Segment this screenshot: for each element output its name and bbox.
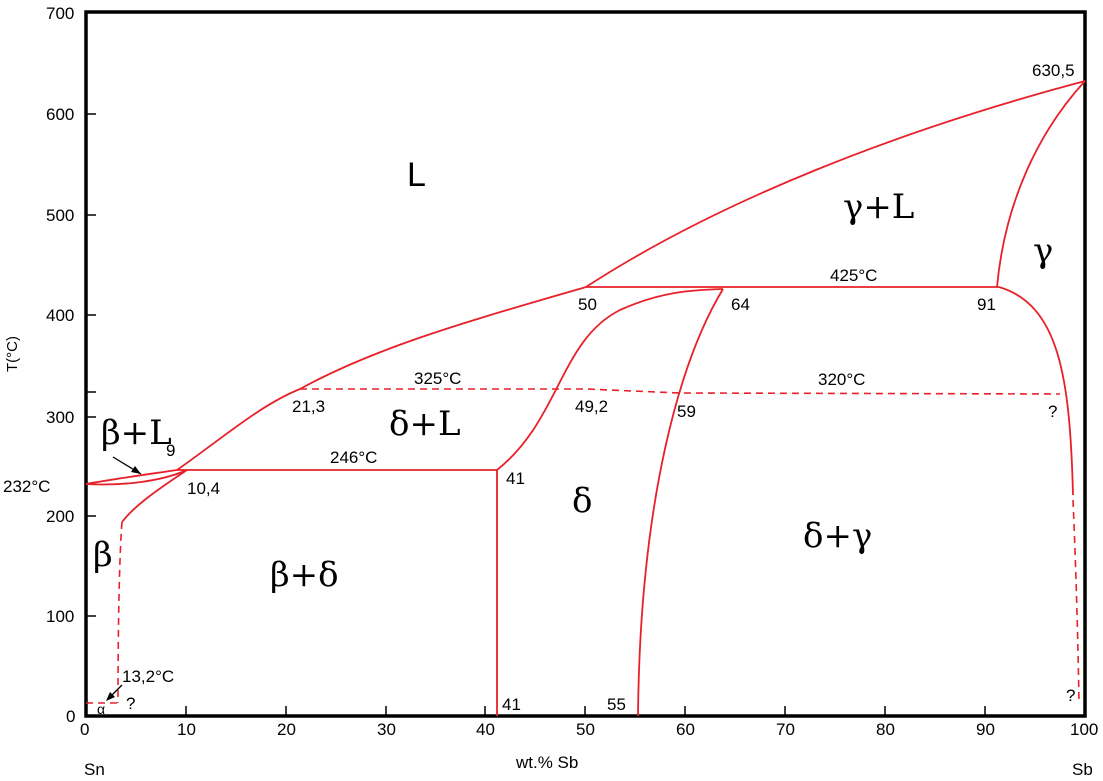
label-10: 10,4 xyxy=(187,479,220,498)
label-91: 91 xyxy=(977,295,996,314)
label-question-bottom-right: ? xyxy=(1066,686,1075,705)
phase-delta-L: δ+L xyxy=(389,404,461,444)
y-tick-0: 0 xyxy=(66,707,75,726)
y-tick-300: 300 xyxy=(46,408,74,427)
isotherm-325-320 xyxy=(300,388,1061,395)
liquidus-sn-9 xyxy=(85,469,178,485)
label-59: 59 xyxy=(677,402,696,421)
phase-boundaries xyxy=(85,80,1086,717)
x-tick-70: 70 xyxy=(776,720,795,739)
y-tick-100: 100 xyxy=(46,607,74,626)
element-sn: Sn xyxy=(84,760,105,779)
phase-gamma: γ xyxy=(1033,231,1053,271)
x-tick-80: 80 xyxy=(876,720,895,739)
gamma-solvus-dashed xyxy=(1072,499,1080,704)
phase-beta-L: β+L xyxy=(101,413,172,453)
beta-solvus-solid xyxy=(121,469,188,523)
label-41-bottom: 41 xyxy=(502,695,521,714)
x-axis-label: wt.% Sb xyxy=(515,753,578,772)
phase-gamma-L: γ+L xyxy=(843,187,914,227)
label-425: 425°C xyxy=(830,266,877,285)
arrow-head-9 xyxy=(131,466,141,474)
label-232: 232°C xyxy=(3,477,50,496)
label-question-bottom-left: ? xyxy=(126,694,135,713)
x-tick-20: 20 xyxy=(277,720,296,739)
plot-frame xyxy=(84,10,1087,718)
label-9: 9 xyxy=(166,441,175,460)
phase-beta: β xyxy=(93,535,113,575)
phase-delta: δ xyxy=(572,481,592,521)
label-630: 630,5 xyxy=(1032,61,1075,80)
arrow-head-13 xyxy=(106,692,115,701)
x-tick-60: 60 xyxy=(676,720,695,739)
label-55: 55 xyxy=(607,695,626,714)
label-13: 13,2°C xyxy=(122,667,174,686)
gamma-solidus xyxy=(996,80,1086,288)
x-axis-ticks xyxy=(185,706,986,716)
y-tick-500: 500 xyxy=(46,206,74,225)
beta-solidus xyxy=(85,469,188,486)
delta-gamma-boundary xyxy=(637,288,724,717)
label-320: 320°C xyxy=(818,370,865,389)
phase-beta-delta: β+δ xyxy=(270,555,339,595)
delta-liquidus xyxy=(496,288,724,471)
y-tick-200: 200 xyxy=(46,507,74,526)
y-axis-ticks xyxy=(86,113,96,617)
phase-L: L xyxy=(407,156,426,194)
y-tick-600: 600 xyxy=(46,105,74,124)
x-tick-90: 90 xyxy=(976,720,995,739)
y-axis-label: T(°C) xyxy=(4,336,21,372)
label-21: 21,3 xyxy=(292,397,325,416)
element-sb: Sb xyxy=(1072,760,1093,779)
label-64: 64 xyxy=(731,295,750,314)
liquidus-9-50 xyxy=(176,286,587,471)
x-tick-10: 10 xyxy=(177,720,196,739)
label-49: 49,2 xyxy=(575,397,608,416)
y-tick-400: 400 xyxy=(46,306,74,325)
label-arrows xyxy=(106,456,142,701)
liquidus-50-100 xyxy=(585,80,1086,288)
phase-alpha: α xyxy=(97,701,105,717)
y-tick-700: 700 xyxy=(46,4,74,23)
x-tick-100: 100 xyxy=(1070,720,1098,739)
phase-delta-gamma: δ+γ xyxy=(803,516,872,556)
dashed-boundaries xyxy=(86,388,1080,704)
label-50: 50 xyxy=(578,295,597,314)
beta-solvus-dashed xyxy=(117,521,123,704)
x-tick-40: 40 xyxy=(476,720,495,739)
label-question-right: ? xyxy=(1048,402,1057,421)
label-246: 246°C xyxy=(330,448,377,467)
label-41-top: 41 xyxy=(506,469,525,488)
gamma-solvus xyxy=(998,286,1074,496)
x-tick-50: 50 xyxy=(576,720,595,739)
x-tick-0: 0 xyxy=(80,720,89,739)
x-tick-30: 30 xyxy=(377,720,396,739)
label-325: 325°C xyxy=(414,369,461,388)
